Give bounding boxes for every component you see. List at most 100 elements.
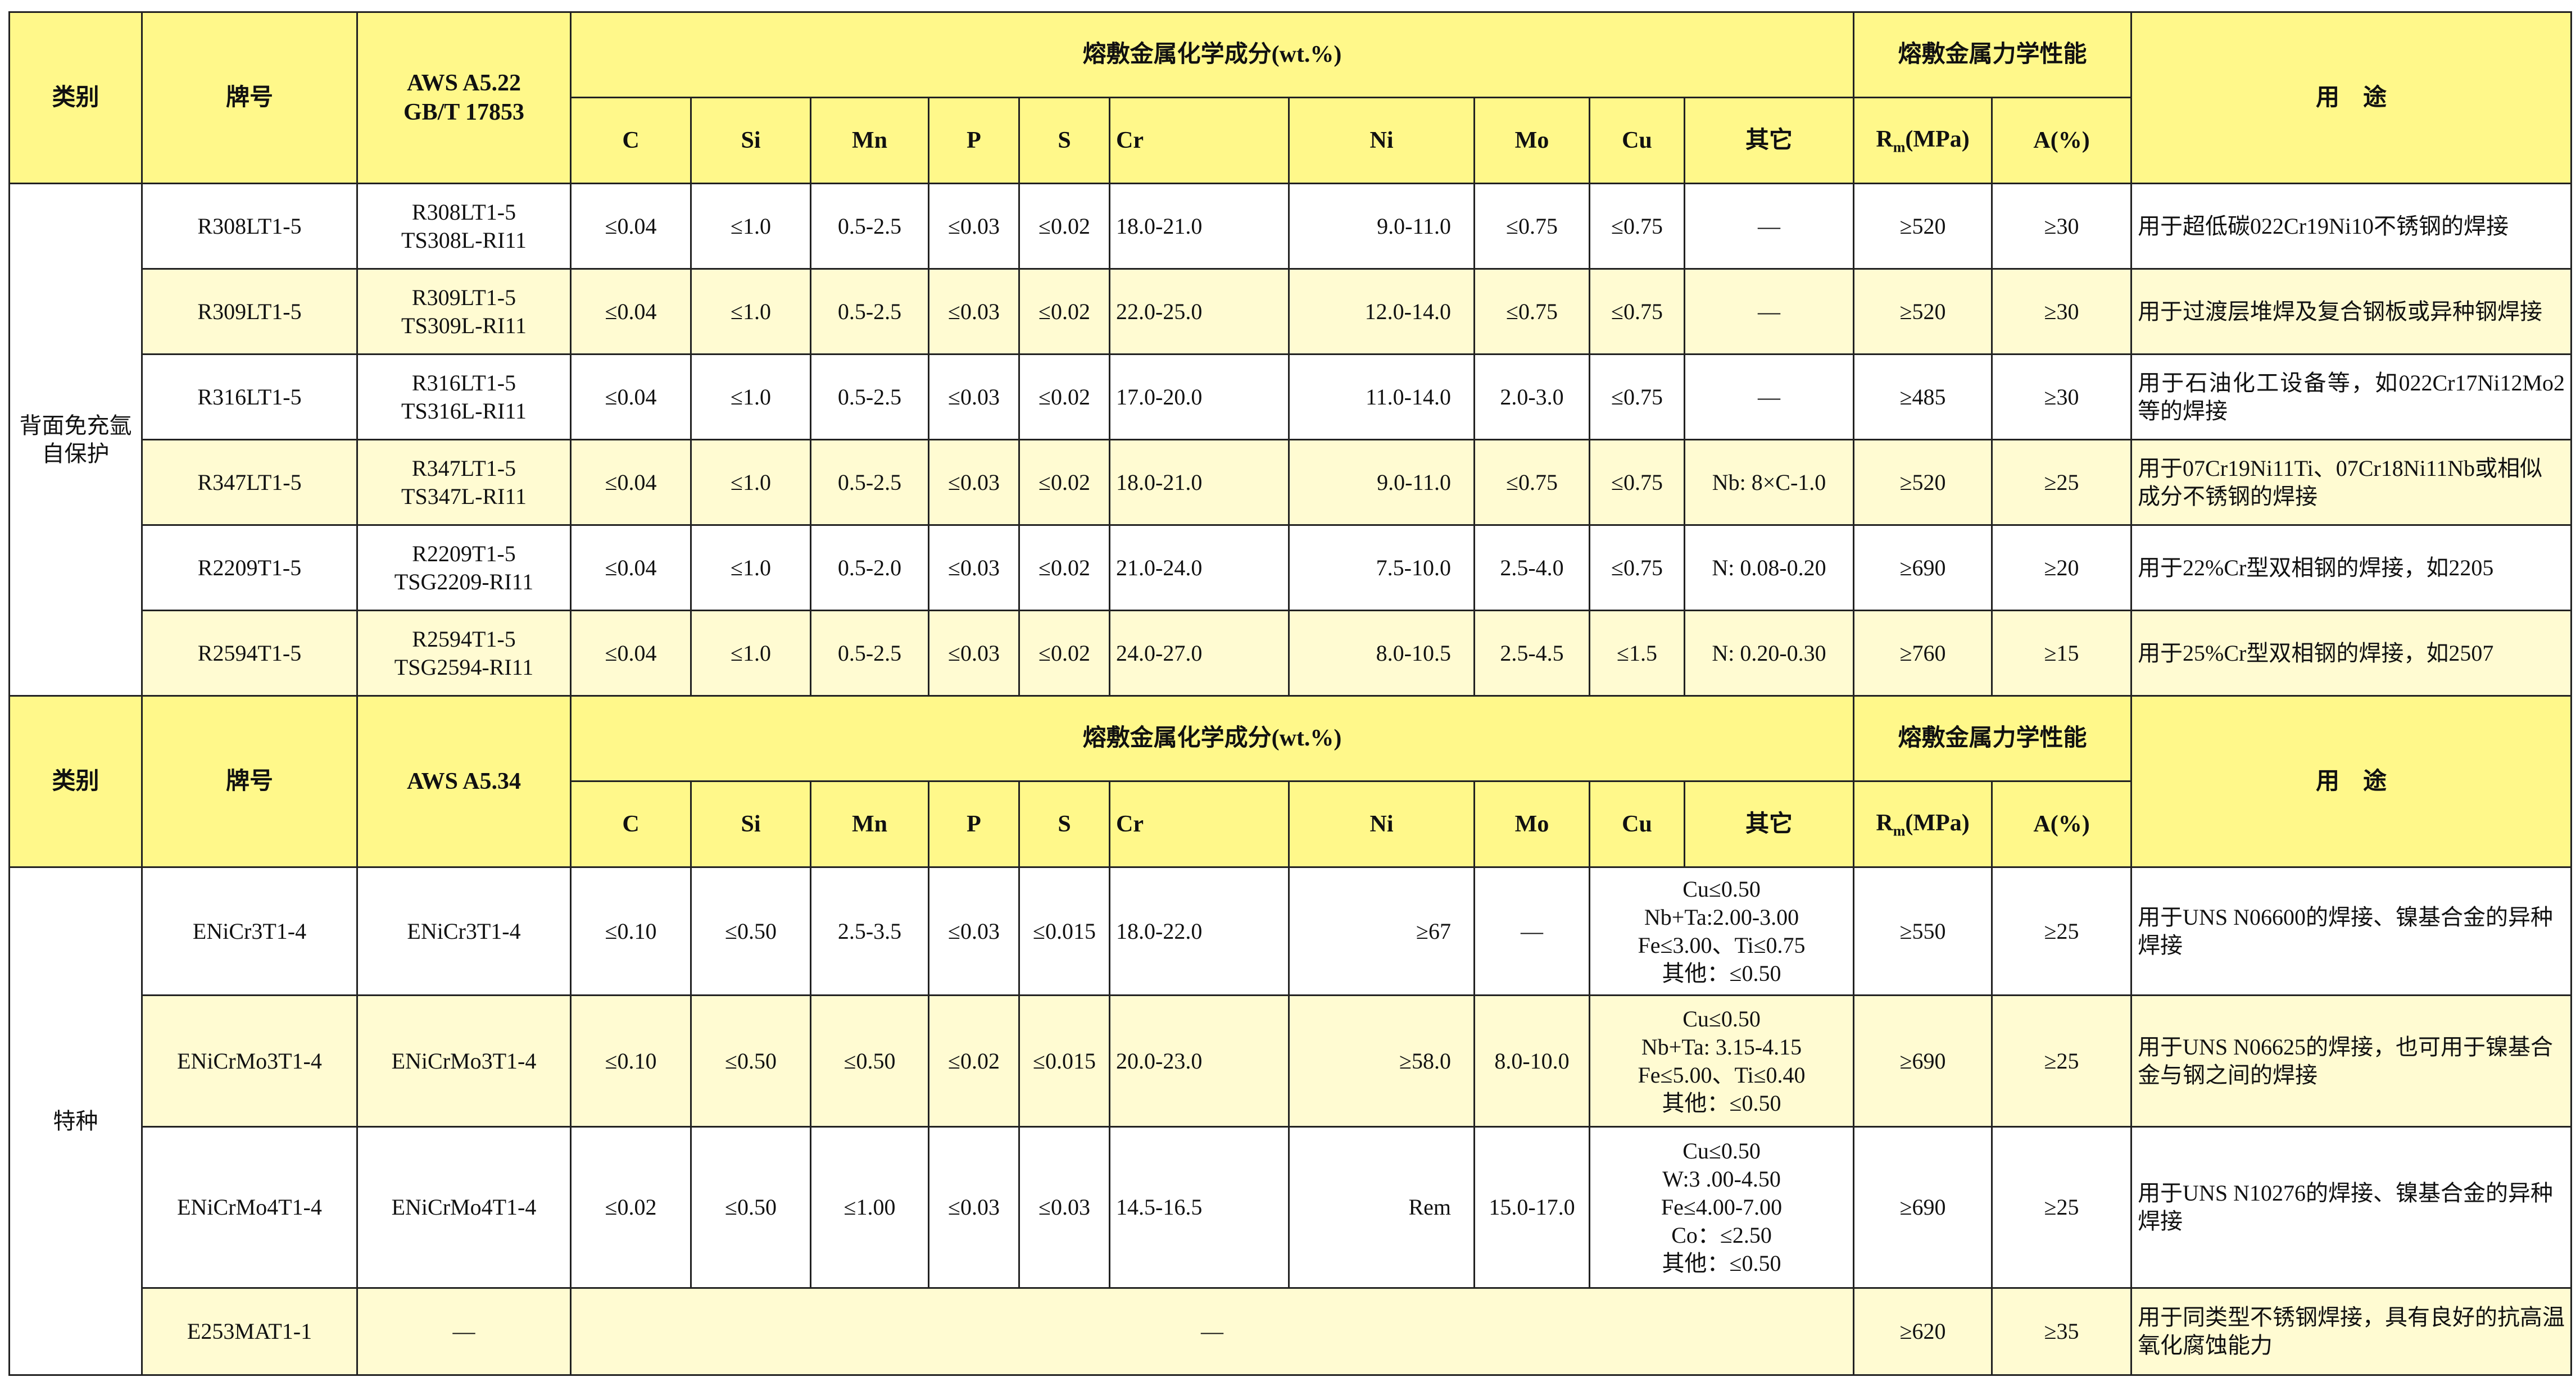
welding-wire-spec-table: 类别 牌号 AWS A5.22 GB/T 17853 熔敷金属化学成分(wt.%) 熔敷金… xyxy=(8,11,2573,1376)
usage-cell: 用于25%Cr型双相钢的焊接，如2507 xyxy=(2130,610,2573,697)
composition-cell: ≤0.04 xyxy=(570,439,692,526)
header-brand: 牌号 xyxy=(141,695,358,868)
usage-cell: 用于07Cr19Ni11Ti、07Cr18Ni11Nb或相似成分不锈钢的焊接 xyxy=(2130,439,2573,526)
header-element: Si xyxy=(690,97,811,184)
composition-cell: ≤0.02 xyxy=(1018,353,1110,440)
header-element: Ni xyxy=(1288,97,1475,184)
composition-cell: — xyxy=(1683,268,1855,355)
composition-cell: ≤0.03 xyxy=(928,1126,1020,1289)
rm-cell: ≥690 xyxy=(1853,524,1993,611)
standard-cell: R2594T1-5 TSG2594-RI11 xyxy=(356,610,572,697)
table-row: R2209T1-5 R2209T1-5 TSG2209-RI11 ≤0.04 ≤1.0 0… xyxy=(10,524,2573,611)
composition-cell: ≤0.02 xyxy=(1018,183,1110,270)
composition-cell: 2.5-3.5 xyxy=(810,866,929,996)
header-usage: 用 途 xyxy=(2130,11,2573,184)
composition-cell: ≤0.03 xyxy=(928,268,1020,355)
composition-cell: ≤0.02 xyxy=(1018,439,1110,526)
rm-cell: ≥520 xyxy=(1853,268,1993,355)
composition-cell: ≤0.10 xyxy=(570,994,692,1128)
header-category: 类别 xyxy=(8,695,143,868)
composition-cell: — xyxy=(569,1287,1855,1376)
composition-cell: ≤0.75 xyxy=(1473,183,1590,270)
table-row: R316LT1-5 R316LT1-5 TS316L-RI11 ≤0.04 ≤1.0 0.… xyxy=(10,353,2573,440)
composition-cell: ≤0.75 xyxy=(1473,268,1590,355)
composition-cell: ≤0.50 xyxy=(690,866,811,996)
composition-cell: 24.0-27.0 xyxy=(1109,610,1290,697)
composition-cell: ≤0.75 xyxy=(1589,439,1685,526)
composition-cell: — xyxy=(1473,866,1590,996)
table-row: C Si Mn P S Cr Ni Mo Cu 其它 Rm(MPa) A(%) xyxy=(10,780,2572,868)
header-element: C xyxy=(570,97,692,184)
composition-cell: ≤0.02 xyxy=(1018,524,1110,611)
composition-cell: ≤0.04 xyxy=(570,524,692,611)
composition-cell: ≤0.015 xyxy=(1018,866,1110,996)
a-cell: ≥15 xyxy=(1991,610,2133,697)
composition-cell: ≤0.75 xyxy=(1589,353,1685,440)
composition-cell: ≤0.50 xyxy=(690,994,811,1128)
composition-cell: ≤0.03 xyxy=(928,866,1020,996)
header-rm: Rm(MPa) xyxy=(1853,780,1993,868)
composition-cell: ≤0.03 xyxy=(928,353,1020,440)
composition-cell: ≤0.75 xyxy=(1473,439,1590,526)
header-composition: 熔敷金属化学成分(wt.%) xyxy=(569,11,1855,98)
composition-cell: Rem xyxy=(1288,1126,1475,1289)
composition-cell: ≤0.50 xyxy=(810,994,929,1128)
usage-cell: 用于过渡层堆焊及复合钢板或异种钢焊接 xyxy=(2130,268,2573,355)
rm-cell: ≥690 xyxy=(1853,994,1993,1128)
a-cell: ≥30 xyxy=(1991,268,2133,355)
usage-cell: 用于UNS N06600的焊接、镍基合金的异种焊接 xyxy=(2130,866,2573,996)
composition-cell: 0.5-2.5 xyxy=(810,610,929,697)
composition-cell: ≤0.75 xyxy=(1589,268,1685,355)
a-cell: ≥35 xyxy=(1991,1287,2133,1376)
header-standard: AWS A5.22 GB/T 17853 xyxy=(356,11,572,184)
header-element: Cu xyxy=(1589,97,1685,184)
rm-cell: ≥550 xyxy=(1853,866,1993,996)
composition-cell: ≤0.04 xyxy=(570,183,692,270)
category-cell: 背面免充氩自保护 xyxy=(8,183,143,697)
header-standard: AWS A5.34 xyxy=(356,695,572,868)
header-usage: 用 途 xyxy=(2130,695,2573,868)
other-elements-cell: Cu≤0.50 Nb+Ta:2.00-3.00 Fe≤3.00、Ti≤0.75 其他：… xyxy=(1588,866,1855,996)
brand-cell: R309LT1-5 xyxy=(141,268,358,355)
header-element: Mn xyxy=(810,780,929,868)
header-brand: 牌号 xyxy=(141,11,358,184)
header-element: S xyxy=(1018,780,1110,868)
composition-cell: ≥58.0 xyxy=(1288,994,1475,1128)
composition-cell: 18.0-22.0 xyxy=(1109,866,1290,996)
composition-cell: 11.0-14.0 xyxy=(1288,353,1475,440)
standard-cell: R316LT1-5 TS316L-RI11 xyxy=(356,353,572,440)
composition-cell: ≤1.00 xyxy=(810,1126,929,1289)
table-row: 背面免充氩自保护 R308LT1-5 R308LT1-5 TS308L-RI11 ≤0.… xyxy=(8,183,2573,697)
composition-cell: ≤0.50 xyxy=(690,1126,811,1289)
composition-cell: 0.5-2.5 xyxy=(810,268,929,355)
table-row: ENiCrMo4T1-4 ENiCrMo4T1-4 ≤0.02 ≤0.50 ≤1.00 ≤… xyxy=(10,1126,2573,1289)
composition-cell: 9.0-11.0 xyxy=(1288,183,1475,270)
composition-cell: ≤0.015 xyxy=(1018,994,1110,1128)
table-row: R309LT1-5 R309LT1-5 TS309L-RI11 ≤0.04 ≤1.0 0.… xyxy=(10,268,2573,355)
standard-cell: ENiCr3T1-4 xyxy=(356,866,572,996)
a-cell: ≥25 xyxy=(1991,994,2133,1128)
usage-cell: 用于同类型不锈钢焊接，具有良好的抗高温氧化腐蚀能力 xyxy=(2130,1287,2573,1376)
composition-cell: ≤0.02 xyxy=(928,994,1020,1128)
composition-cell: ≤0.02 xyxy=(570,1126,692,1289)
table-row: E253MAT1-1— — ≥620 ≥35 用于同类型不锈钢焊接，具有良好的抗高温氧化… xyxy=(10,1287,2573,1376)
composition-cell: 22.0-25.0 xyxy=(1109,268,1290,355)
composition-cell: ≤1.0 xyxy=(690,183,811,270)
usage-cell: 用于UNS N06625的焊接，也可用于镍基合金与钢之间的焊接 xyxy=(2130,994,2573,1128)
header-element: P xyxy=(928,780,1020,868)
composition-cell: ≤1.0 xyxy=(690,524,811,611)
brand-cell: R316LT1-5 xyxy=(141,353,358,440)
header-element: 其它 xyxy=(1683,780,1855,868)
usage-cell: 用于22%Cr型双相钢的焊接，如2205 xyxy=(2130,524,2573,611)
composition-cell: ≤0.03 xyxy=(1018,1126,1110,1289)
rm-cell: ≥690 xyxy=(1853,1126,1993,1289)
composition-cell: 2.5-4.5 xyxy=(1473,610,1590,697)
composition-cell: ≤0.75 xyxy=(1589,183,1685,270)
header-element: Mo xyxy=(1473,780,1590,868)
standard-cell: R309LT1-5 TS309L-RI11 xyxy=(356,268,572,355)
header-element: Si xyxy=(690,780,811,868)
standard-cell: ENiCrMo3T1-4 xyxy=(356,994,572,1128)
composition-cell: ≤0.04 xyxy=(570,268,692,355)
header-rm: Rm(MPa) xyxy=(1853,97,1993,184)
composition-cell: 15.0-17.0 xyxy=(1473,1126,1590,1289)
